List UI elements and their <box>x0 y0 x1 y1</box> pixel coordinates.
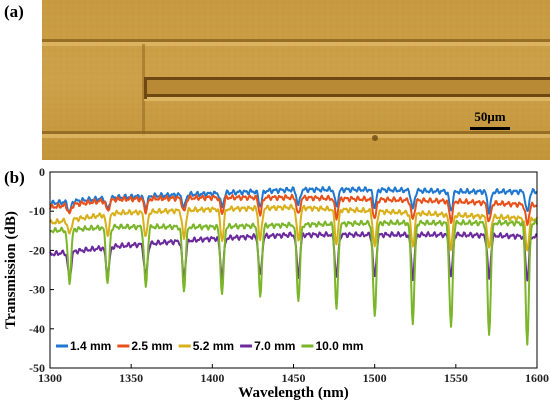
y-tick-label: -30 <box>29 283 45 297</box>
legend-entry: 1.4 mm <box>70 339 111 353</box>
y-tick-label: -50 <box>29 361 45 375</box>
x-tick-label: 1400 <box>200 371 224 385</box>
x-tick-label: 1300 <box>38 371 62 385</box>
series-line-7-0-mm <box>49 231 538 282</box>
transmission-chart: 1300 1350 1400 1450 1500 1550 1600 0 -10 -20 -30 -4… <box>3 165 549 401</box>
series-line-10-0-mm <box>49 219 538 346</box>
series-line-2-5-mm <box>49 193 538 226</box>
scale-bar-label: 50μm <box>474 109 505 124</box>
x-axis-title: Wavelength (nm) <box>238 385 348 401</box>
y-tick-label: 0 <box>39 165 45 179</box>
panel-a-label: (a) <box>4 2 24 21</box>
legend-entry: 7.0 mm <box>254 339 295 353</box>
axis-ticks: 1300 1350 1400 1450 1500 1550 1600 0 -10 -20 -30 -4… <box>29 165 549 385</box>
panel-b-label: (b) <box>4 168 25 187</box>
legend: 1.4 mm 2.5 mm 5.2 mm 7.0 mm 10.0 mm <box>56 339 363 353</box>
y-tick-label: -10 <box>29 204 45 218</box>
x-tick-label: 1550 <box>444 371 468 385</box>
x-tick-label: 1450 <box>282 371 306 385</box>
y-tick-label: -40 <box>29 322 45 336</box>
legend-entry: 10.0 mm <box>315 339 363 353</box>
series-line-5-2-mm <box>49 203 538 252</box>
legend-entry: 5.2 mm <box>193 339 234 353</box>
scale-bar <box>470 127 510 130</box>
y-axis-title: Transmission (dB) <box>3 211 19 329</box>
x-tick-label: 1500 <box>363 371 387 385</box>
waveguide-micrograph: 50μm <box>42 0 550 160</box>
y-tick-label: -20 <box>29 243 45 257</box>
series-lines <box>49 185 538 346</box>
x-tick-label: 1350 <box>119 371 143 385</box>
series-line-1-4-mm <box>49 185 538 215</box>
x-tick-label: 1600 <box>525 371 549 385</box>
legend-entry: 2.5 mm <box>131 339 172 353</box>
